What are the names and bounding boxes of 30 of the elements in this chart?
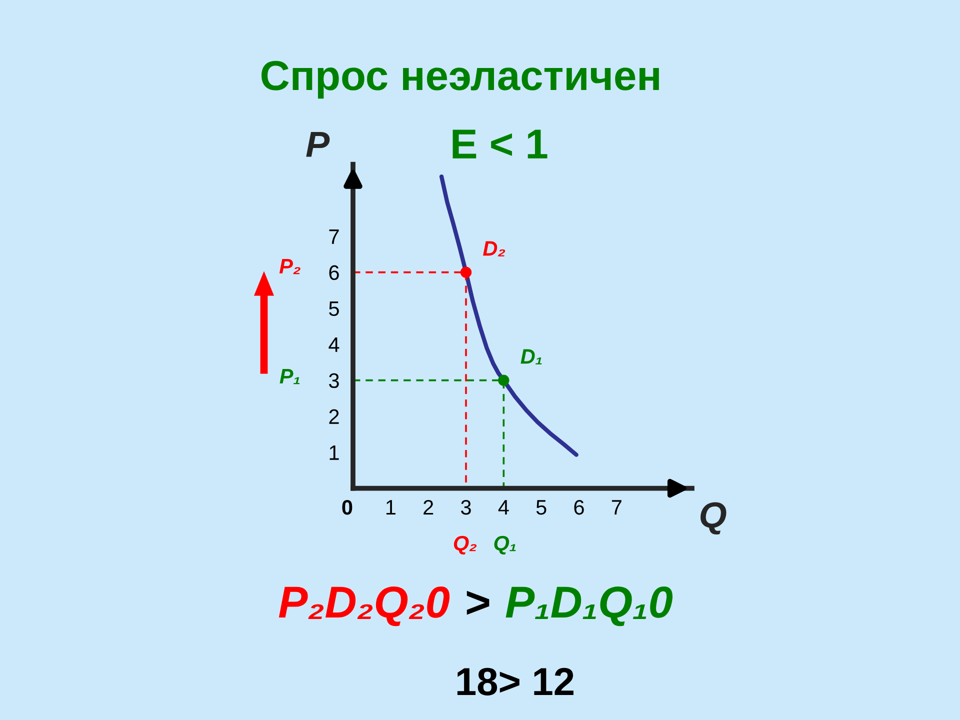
- text: P₂: [279, 259, 300, 274]
- x-tick-label: 7: [612, 500, 622, 515]
- text: P₁D₁Q₁0: [506, 586, 673, 626]
- series-label: D₂: [483, 241, 506, 256]
- x-axis-title: Q: [700, 502, 726, 534]
- y-axis-title: P: [306, 132, 330, 157]
- chart-title: Спрос неэластичен: [262, 60, 659, 99]
- y-tick-label: 5: [329, 302, 339, 316]
- text: 18> 12: [457, 668, 574, 696]
- chart-subtitle: E < 1: [452, 130, 548, 158]
- x-tick-label: 6: [574, 500, 584, 515]
- y-tick-label: 6: [329, 265, 339, 280]
- line-series: [439, 174, 578, 457]
- x-tick-label: 2: [424, 500, 434, 515]
- x-tick-label: 3: [461, 500, 471, 515]
- text: >: [466, 590, 490, 615]
- text: Q₁: [494, 536, 516, 554]
- text: P₂D₂Q₂0: [278, 586, 450, 626]
- y-tick-label: 2: [329, 409, 339, 424]
- x-tick-label: 5: [536, 500, 546, 515]
- text: P₁: [280, 369, 300, 384]
- x-tick-label: 4: [498, 500, 509, 515]
- y-tick-label: 1: [330, 446, 339, 460]
- x-tick-label: 1: [386, 500, 396, 515]
- text: Q₂: [454, 536, 477, 554]
- y-tick-label: 3: [329, 373, 339, 388]
- x-tick-label: 0: [342, 500, 352, 515]
- y-tick-label: 7: [329, 230, 339, 244]
- y-tick-label: 4: [328, 338, 340, 352]
- series-label: D₁: [520, 349, 542, 364]
